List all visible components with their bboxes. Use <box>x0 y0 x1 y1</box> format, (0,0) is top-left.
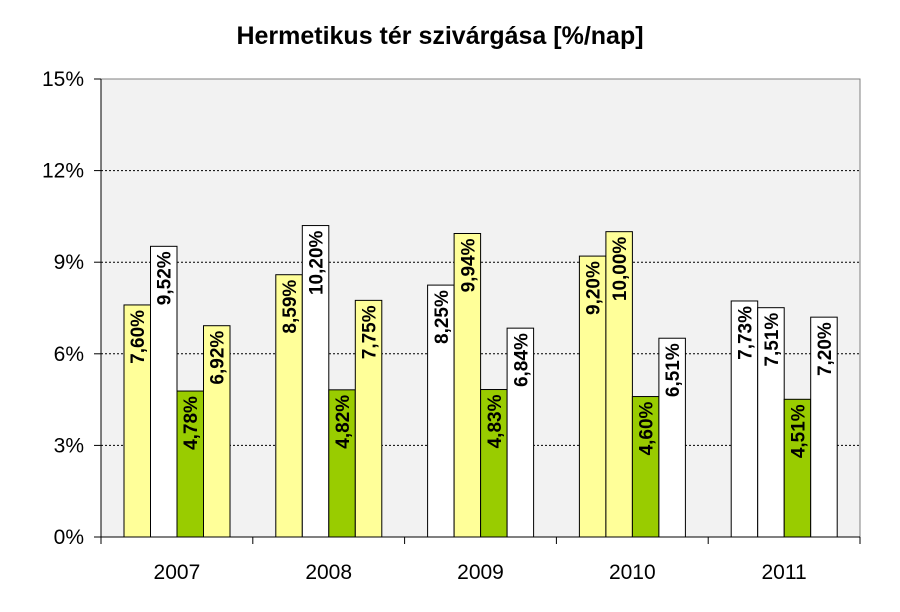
bar-data-label: 6,84% <box>511 333 532 387</box>
bar-data-label: 7,60% <box>128 310 149 364</box>
bar-data-label: 4,83% <box>485 394 506 448</box>
bar <box>506 327 535 538</box>
bar <box>453 232 482 538</box>
bar <box>605 231 633 538</box>
y-tick-label: 3% <box>54 434 84 457</box>
data-labels: 7,60% 9,52% 4,78% 6,92% 8,59% 10,20% 4,82% 7,75… <box>128 230 836 458</box>
axes: 0% 3% 6% 9% 12% 15% 2007 2008 2009 2010 2011 <box>42 68 861 584</box>
bar-data-label: 10,20% <box>307 230 328 295</box>
x-tick-label: 2008 <box>305 561 352 584</box>
bar <box>783 398 812 538</box>
bar <box>810 316 838 538</box>
y-tick-label: 6% <box>54 343 84 366</box>
x-tick-label: 2011 <box>762 561 807 584</box>
bar <box>757 307 785 538</box>
bar <box>354 299 383 538</box>
x-tick-label: 2007 <box>154 561 201 584</box>
bar-data-label: 8,59% <box>280 280 301 334</box>
bar-data-label: 4,60% <box>637 401 658 455</box>
bar-data-label: 4,51% <box>788 404 809 458</box>
bar <box>658 337 686 538</box>
bar-data-label: 9,20% <box>584 261 605 315</box>
bar <box>631 396 660 538</box>
bar <box>123 304 151 538</box>
bars <box>123 225 838 538</box>
x-tick-label: 2010 <box>609 561 656 584</box>
bar-data-label: 7,73% <box>735 306 756 360</box>
bar-data-label: 6,51% <box>663 343 684 397</box>
y-tick-label: 12% <box>42 160 84 183</box>
y-tick-label: 15% <box>42 68 84 91</box>
x-tick-label: 2009 <box>457 561 504 584</box>
bar <box>730 300 759 538</box>
bar-data-label: 9,94% <box>458 238 479 292</box>
chart-title: Hermetikus tér szivárgása [%/nap] <box>236 22 644 50</box>
bar-data-label: 4,82% <box>333 395 354 449</box>
bar-data-label: 7,20% <box>815 322 836 376</box>
bar <box>301 225 330 538</box>
bar-data-label: 6,92% <box>208 331 229 385</box>
bar-data-label: 7,75% <box>360 305 381 359</box>
y-tick-label: 9% <box>54 251 84 274</box>
bar-data-label: 9,52% <box>155 251 176 305</box>
bar-data-label: 8,25% <box>432 290 453 344</box>
bar-data-label: 10,00% <box>610 237 631 302</box>
bar-data-label: 4,78% <box>181 396 202 450</box>
y-tick-label: 0% <box>54 526 84 549</box>
bar-data-label: 7,51% <box>762 313 783 367</box>
bar <box>203 325 231 538</box>
